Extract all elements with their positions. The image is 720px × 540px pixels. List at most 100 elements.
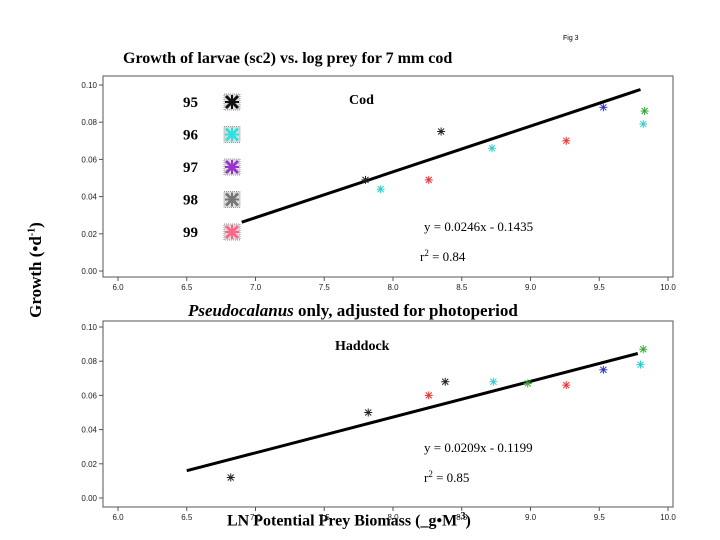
chart-panel-cod: 6.0 6.5 7.0 7.5 8.0 8.5 9.0 9.5 10.0 0.00 0.02 0.04…: [81, 75, 676, 292]
y-tick-label: 0.10: [81, 81, 97, 90]
legend: 95 96 97 98 99: [183, 93, 241, 241]
data-point-96: [376, 185, 385, 194]
x-tick-label: 9.5: [594, 283, 606, 292]
r-squared: r2 = 0.85: [424, 469, 469, 485]
legend-label-95: 95: [183, 95, 198, 111]
data-point-97: [599, 103, 608, 112]
plot-frame: [102, 75, 674, 278]
subtitle-rest: only, adjusted for photoperiod: [293, 301, 518, 320]
legend-marker-99: [223, 223, 241, 241]
y-tick-label: 0.02: [81, 230, 97, 239]
legend-label-98: 98: [183, 193, 198, 209]
marker-stroke: [639, 120, 647, 128]
legend-label-99: 99: [183, 225, 198, 241]
chart-panel-haddock: 6.0 6.5 7.0 7.5 8.0 8.5 9.0 9.5 10.0 0.00 0.02 0.04…: [81, 320, 676, 522]
marker-stroke: [639, 345, 647, 353]
x-tick-label: 10.0: [660, 283, 676, 292]
marker-stroke: [600, 366, 607, 374]
x-tick-label: 7.0: [250, 283, 262, 292]
x-tick-label: 7.5: [319, 283, 331, 292]
x-axis-label-text: LN Potential Prey Biomass (_g•M: [227, 512, 458, 530]
y-tick-label: 0.04: [81, 193, 97, 202]
regression-equation: y = 0.0209x - 0.1199: [424, 440, 533, 455]
marker-stroke: [441, 378, 449, 386]
data-point-95: [226, 473, 235, 482]
x-tick-label: 7.5: [319, 513, 331, 522]
data-point-97: [599, 365, 608, 374]
r-squared: r2 = 0.84: [420, 248, 466, 264]
data-point-99: [562, 381, 571, 390]
y-tick-label: 0.06: [81, 155, 97, 164]
data-point-98: [523, 379, 532, 388]
legend-marker-98: [223, 191, 241, 208]
data-point-96: [639, 120, 648, 129]
data-point-96: [489, 377, 498, 386]
regression-equation: y = 0.0246x - 0.1435: [424, 219, 533, 234]
legend-marker-97: [223, 158, 241, 176]
x-axis-label-close: ): [465, 512, 471, 530]
chart-subtitle: Pseudocalanus only, adjusted for photope…: [188, 301, 518, 321]
data-point-96: [636, 360, 645, 369]
marker-stroke: [362, 176, 369, 184]
data-point-96: [488, 144, 496, 153]
data-point-99: [424, 175, 433, 184]
figure-label: Fig 3: [563, 35, 579, 42]
y-tick-label: 0.04: [81, 426, 97, 435]
legend-label-97: 97: [183, 160, 199, 176]
panel-label: Cod: [349, 93, 374, 108]
data-point-95: [361, 175, 370, 184]
y-tick-label: 0.08: [81, 118, 97, 127]
panel-label: Haddock: [335, 339, 390, 354]
y-tick-label: 0.10: [81, 323, 97, 332]
marker-stroke: [227, 474, 235, 481]
legend-label-96: 96: [183, 128, 199, 144]
x-tick-label: 6.5: [181, 283, 193, 292]
marker-stroke: [637, 361, 644, 368]
regression-line: [186, 352, 639, 473]
x-tick-label: 9.0: [525, 283, 537, 292]
chart-title: Growth of larvae (sc2) vs. log prey for …: [123, 50, 453, 67]
x-tick-label: 9.0: [525, 513, 537, 522]
x-tick-label: 6.0: [112, 283, 124, 292]
marker-stroke: [425, 176, 433, 184]
x-axis-label: LN Potential Prey Biomass (_g•M-3): [227, 511, 471, 530]
x-tick-label: 6.5: [181, 513, 193, 522]
data-point-99: [562, 136, 571, 145]
x-tick-label: 7.0: [250, 513, 262, 522]
y-tick-label: 0.02: [81, 460, 97, 469]
x-tick-label: 10.0: [660, 513, 676, 522]
data-point-98: [640, 107, 649, 116]
x-tick-label: 8.0: [387, 513, 399, 522]
marker-stroke: [562, 137, 570, 145]
marker-stroke: [562, 381, 570, 389]
x-tick-label: 9.5: [594, 513, 606, 522]
marker-stroke: [641, 107, 648, 115]
regression-line: [241, 88, 641, 224]
x-tick-label: 6.0: [112, 513, 124, 522]
subtitle-species: Pseudocalanus: [188, 301, 294, 320]
x-tick-label: 8.5: [456, 283, 468, 292]
marker-stroke: [437, 128, 445, 135]
data-point-95: [364, 408, 373, 417]
data-point-95: [437, 127, 446, 136]
x-tick-label: 8.5: [456, 513, 468, 522]
y-tick-label: 0.00: [81, 494, 97, 503]
data-point-98: [639, 345, 648, 354]
data-point-99: [424, 391, 433, 400]
marker-stroke: [524, 380, 532, 387]
marker-stroke: [488, 144, 496, 152]
marker-stroke: [600, 103, 607, 111]
legend-marker-95: [223, 93, 241, 111]
marker-stroke: [490, 378, 497, 386]
y-tick-label: 0.06: [81, 391, 97, 400]
legend-marker-96: [223, 126, 241, 143]
data-point-95: [441, 377, 450, 386]
y-tick-label: 0.08: [81, 357, 97, 366]
marker-stroke: [425, 392, 433, 399]
y-tick-label: 0.00: [81, 267, 97, 276]
marker-stroke: [364, 409, 372, 416]
x-tick-label: 8.0: [387, 283, 399, 292]
marker-stroke: [377, 185, 384, 193]
plot-frame: [102, 320, 674, 508]
